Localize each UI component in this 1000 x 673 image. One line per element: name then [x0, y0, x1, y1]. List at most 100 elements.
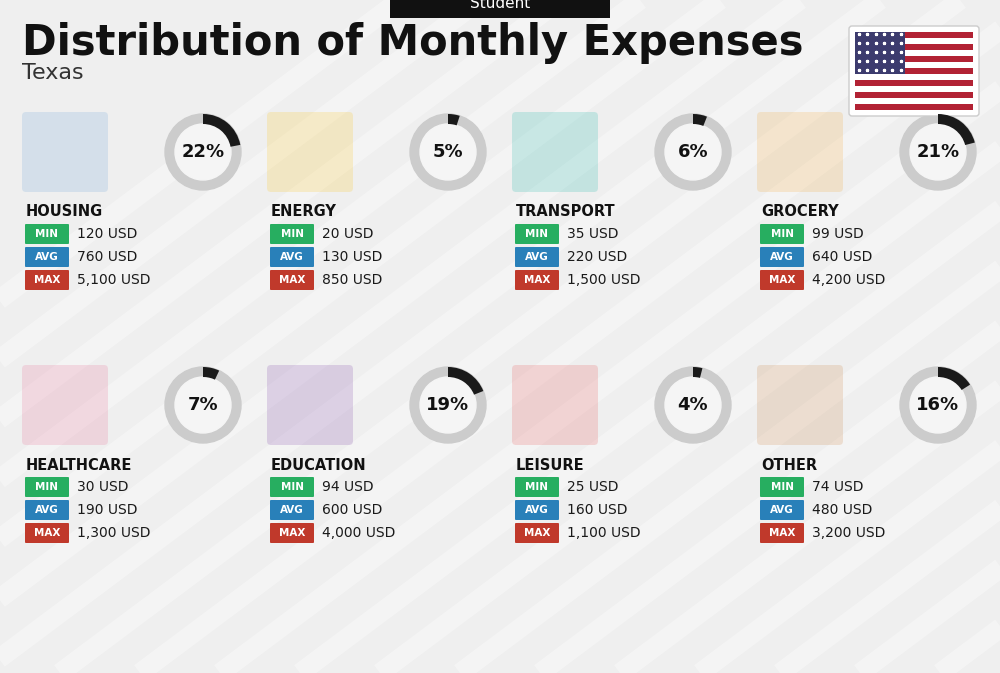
Text: 4,000 USD: 4,000 USD [322, 526, 395, 540]
Bar [855, 56, 973, 62]
Text: 120 USD: 120 USD [77, 227, 137, 241]
Text: 35 USD: 35 USD [567, 227, 618, 241]
Text: 20 USD: 20 USD [322, 227, 374, 241]
Bar [855, 32, 973, 38]
Text: AVG: AVG [525, 252, 549, 262]
Circle shape [900, 367, 976, 443]
FancyBboxPatch shape [515, 270, 559, 290]
Text: OTHER: OTHER [761, 458, 817, 472]
Wedge shape [693, 367, 702, 378]
FancyBboxPatch shape [760, 477, 804, 497]
Text: AVG: AVG [280, 505, 304, 515]
Circle shape [910, 377, 966, 433]
Circle shape [165, 114, 241, 190]
Text: 5,100 USD: 5,100 USD [77, 273, 150, 287]
Text: 1,100 USD: 1,100 USD [567, 526, 641, 540]
Text: AVG: AVG [770, 252, 794, 262]
Text: Distribution of Monthly Expenses: Distribution of Monthly Expenses [22, 22, 804, 64]
Text: LEISURE: LEISURE [516, 458, 585, 472]
Circle shape [420, 124, 476, 180]
Text: HEALTHCARE: HEALTHCARE [26, 458, 132, 472]
Text: 850 USD: 850 USD [322, 273, 382, 287]
Text: 640 USD: 640 USD [812, 250, 872, 264]
FancyBboxPatch shape [25, 477, 69, 497]
Text: 6%: 6% [678, 143, 708, 161]
Text: MAX: MAX [34, 528, 60, 538]
Text: MAX: MAX [279, 275, 305, 285]
Text: 3,200 USD: 3,200 USD [812, 526, 885, 540]
Text: 4%: 4% [678, 396, 708, 414]
Text: MAX: MAX [769, 528, 795, 538]
FancyBboxPatch shape [757, 112, 843, 192]
FancyBboxPatch shape [512, 365, 598, 445]
Wedge shape [938, 367, 970, 390]
FancyBboxPatch shape [515, 523, 559, 543]
Circle shape [910, 124, 966, 180]
Circle shape [175, 377, 231, 433]
FancyBboxPatch shape [760, 247, 804, 267]
Text: MIN: MIN [280, 229, 304, 239]
Text: 16%: 16% [916, 396, 960, 414]
Text: MIN: MIN [770, 229, 794, 239]
Bar [855, 98, 973, 104]
Text: MIN: MIN [280, 482, 304, 492]
Text: 19%: 19% [426, 396, 470, 414]
FancyBboxPatch shape [270, 477, 314, 497]
Text: 21%: 21% [916, 143, 960, 161]
Bar [855, 104, 973, 110]
Text: Texas: Texas [22, 63, 84, 83]
Text: MAX: MAX [279, 528, 305, 538]
FancyBboxPatch shape [390, 0, 610, 18]
FancyBboxPatch shape [22, 112, 108, 192]
FancyBboxPatch shape [270, 224, 314, 244]
Text: 94 USD: 94 USD [322, 480, 374, 494]
Text: GROCERY: GROCERY [761, 205, 839, 219]
FancyBboxPatch shape [515, 477, 559, 497]
Text: MIN: MIN [36, 482, 58, 492]
FancyBboxPatch shape [757, 365, 843, 445]
FancyBboxPatch shape [760, 500, 804, 520]
Wedge shape [938, 114, 975, 145]
Text: TRANSPORT: TRANSPORT [516, 205, 616, 219]
Bar [855, 38, 973, 44]
FancyBboxPatch shape [515, 224, 559, 244]
Wedge shape [203, 367, 219, 380]
FancyBboxPatch shape [270, 523, 314, 543]
FancyBboxPatch shape [25, 247, 69, 267]
FancyBboxPatch shape [760, 270, 804, 290]
Wedge shape [448, 114, 460, 125]
Circle shape [900, 114, 976, 190]
Circle shape [165, 367, 241, 443]
Text: 600 USD: 600 USD [322, 503, 382, 517]
Text: AVG: AVG [770, 505, 794, 515]
Text: 4,200 USD: 4,200 USD [812, 273, 885, 287]
Text: 1,300 USD: 1,300 USD [77, 526, 150, 540]
FancyBboxPatch shape [270, 270, 314, 290]
Text: Student: Student [470, 0, 530, 11]
FancyBboxPatch shape [25, 224, 69, 244]
Circle shape [665, 377, 721, 433]
Text: MAX: MAX [769, 275, 795, 285]
FancyBboxPatch shape [267, 112, 353, 192]
Text: HOUSING: HOUSING [26, 205, 103, 219]
Text: 22%: 22% [181, 143, 225, 161]
Text: AVG: AVG [35, 252, 59, 262]
Text: MAX: MAX [524, 275, 550, 285]
FancyBboxPatch shape [25, 270, 69, 290]
FancyBboxPatch shape [760, 224, 804, 244]
Circle shape [420, 377, 476, 433]
FancyBboxPatch shape [267, 365, 353, 445]
Text: 480 USD: 480 USD [812, 503, 872, 517]
Text: 74 USD: 74 USD [812, 480, 864, 494]
Text: MIN: MIN [36, 229, 58, 239]
Circle shape [175, 124, 231, 180]
Text: 190 USD: 190 USD [77, 503, 138, 517]
Text: 99 USD: 99 USD [812, 227, 864, 241]
Text: EDUCATION: EDUCATION [271, 458, 367, 472]
FancyBboxPatch shape [270, 500, 314, 520]
Circle shape [655, 114, 731, 190]
Text: MIN: MIN [526, 229, 548, 239]
Text: 5%: 5% [433, 143, 463, 161]
Text: MIN: MIN [770, 482, 794, 492]
Text: ENERGY: ENERGY [271, 205, 337, 219]
